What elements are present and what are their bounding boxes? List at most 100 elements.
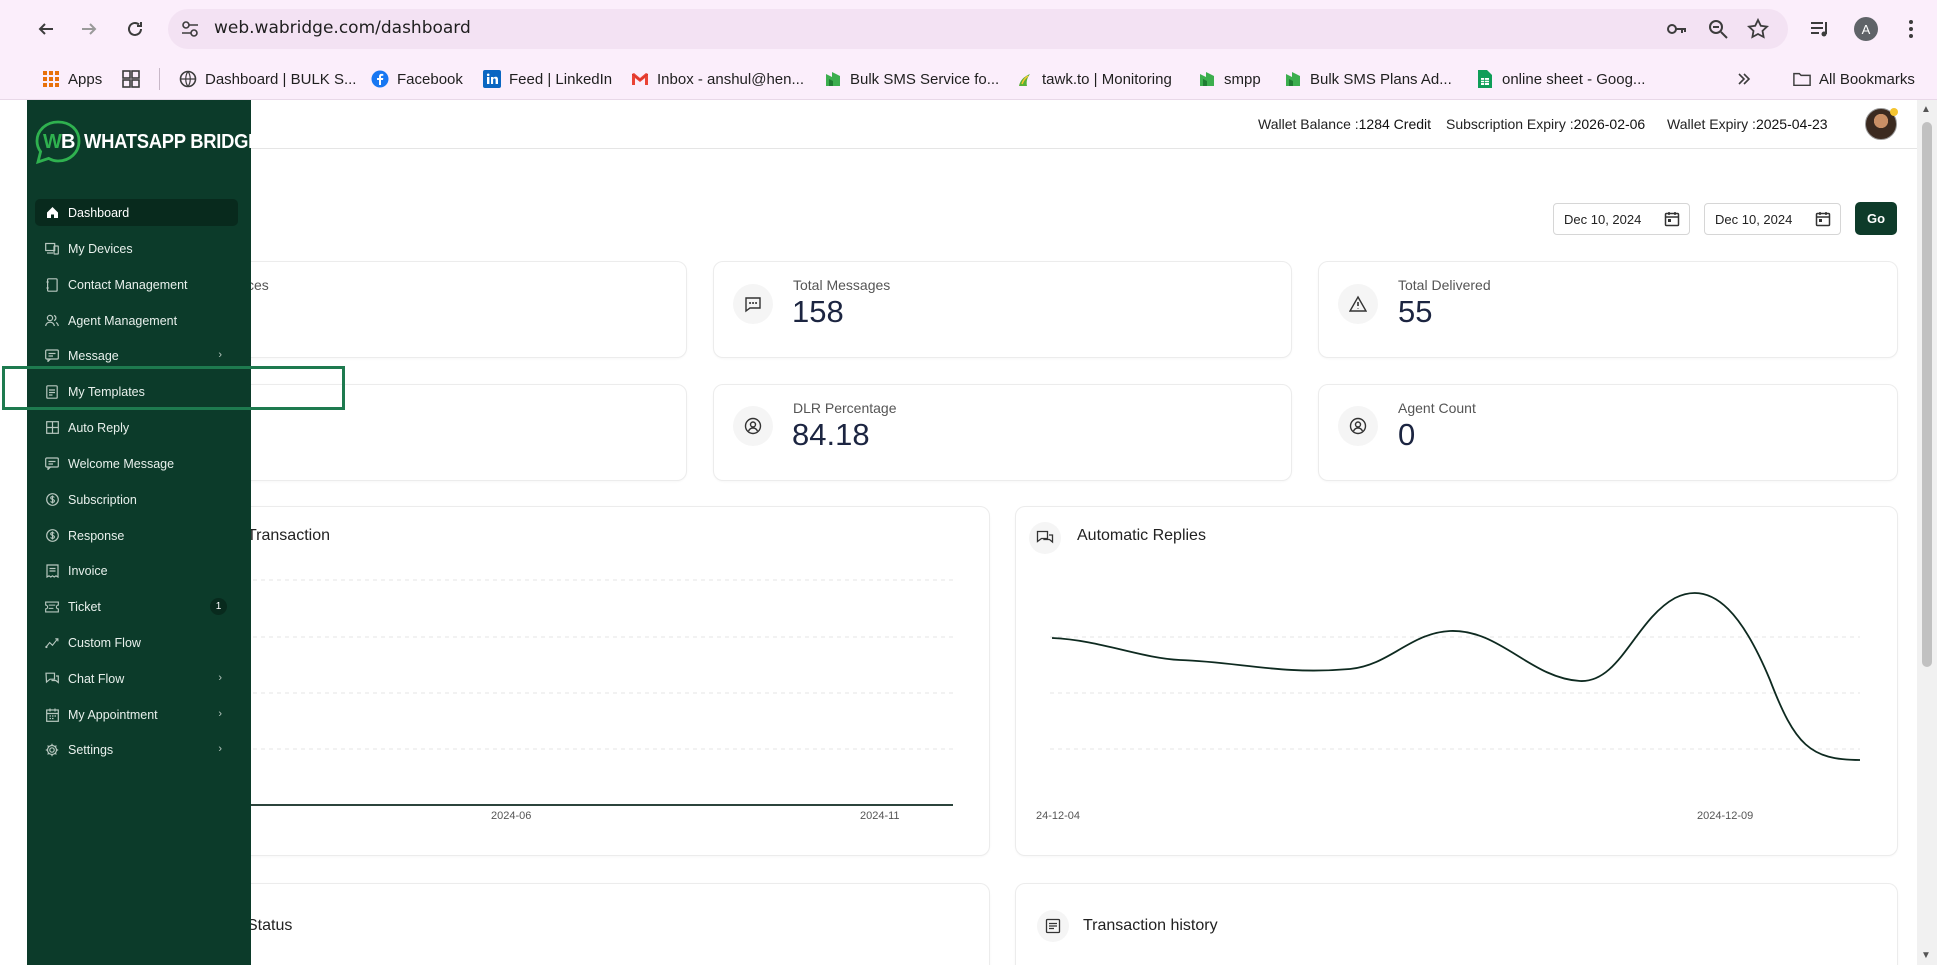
- to-date-input[interactable]: Dec 10, 2024: [1704, 203, 1841, 235]
- facebook-icon: [371, 70, 389, 88]
- password-key-icon[interactable]: [1664, 17, 1688, 41]
- sidebar: [27, 100, 251, 965]
- scroll-up-arrow[interactable]: ▲: [1921, 104, 1931, 115]
- sidebar-item-my-appointment[interactable]: My Appointment ›: [35, 701, 238, 728]
- profile-avatar[interactable]: A: [1854, 17, 1878, 41]
- apps-grid-icon: [42, 70, 60, 88]
- stat-card-total-delivered: [1318, 261, 1898, 358]
- user-circle-icon: [1338, 406, 1378, 446]
- ticket-count-badge: 1: [210, 598, 227, 615]
- address-bar[interactable]: [168, 9, 1788, 49]
- transaction-history-card: [1015, 883, 1898, 965]
- home-icon: [45, 206, 59, 220]
- invoice-icon: [45, 563, 59, 578]
- highlight-box: [2, 366, 345, 410]
- x-tick-label: 2024-06: [491, 810, 532, 822]
- sidebar-item-message[interactable]: Message ›: [35, 342, 238, 369]
- automatic-replies-chart: [1050, 592, 1861, 761]
- flow-icon: [45, 636, 59, 650]
- message-icon: [45, 457, 59, 471]
- from-date-input[interactable]: Dec 10, 2024: [1553, 203, 1690, 235]
- calendar-icon[interactable]: [1664, 211, 1680, 227]
- status-card: [150, 883, 990, 965]
- bookmark-bulk-sms-service[interactable]: Bulk SMS Service fo...: [824, 66, 999, 92]
- brand-name: WHATSAPP BRIDGE: [84, 131, 261, 153]
- sidebar-item-agent-management[interactable]: Agent Management: [35, 307, 238, 334]
- sidebar-item-dashboard[interactable]: Dashboard: [35, 199, 238, 226]
- media-queue-icon[interactable]: [1807, 16, 1833, 42]
- chevron-right-icon: ›: [218, 743, 222, 755]
- sidebar-item-response[interactable]: Response: [35, 522, 238, 549]
- bookmark-apps[interactable]: Apps: [42, 66, 102, 92]
- grid-icon: [45, 421, 59, 435]
- sidebar-item-chat-flow[interactable]: Chat Flow ›: [35, 665, 238, 692]
- zoom-icon[interactable]: [1706, 17, 1730, 41]
- linkedin-icon: [483, 70, 501, 88]
- dollar-icon: [45, 493, 59, 507]
- stat-value: 84.18: [792, 417, 870, 452]
- bookmark-online-sheet[interactable]: online sheet - Goog...: [1476, 66, 1645, 92]
- svg-text:W: W: [43, 131, 62, 153]
- reload-icon[interactable]: [118, 12, 152, 46]
- bookmarks-overflow-icon[interactable]: [1735, 66, 1761, 92]
- contact-book-icon: [45, 277, 59, 292]
- ticket-icon: [45, 600, 59, 614]
- sidebar-item-ticket[interactable]: Ticket 1: [35, 593, 238, 620]
- chevron-right-icon: ›: [218, 349, 222, 361]
- sidebar-item-welcome-message[interactable]: Welcome Message: [35, 450, 238, 477]
- calendar-icon: [45, 708, 59, 722]
- top-header: [223, 100, 1917, 149]
- subscription-expiry: Subscription Expiry :2026-02-06: [1446, 116, 1646, 132]
- sidebar-item-invoice[interactable]: Invoice: [35, 557, 238, 584]
- bookmark-facebook[interactable]: Facebook: [371, 66, 463, 92]
- globe-icon: [179, 70, 197, 88]
- transaction-chart: [245, 579, 955, 806]
- sidebar-item-my-templates[interactable]: My Templates: [35, 378, 238, 405]
- automatic-replies-card: [1015, 506, 1898, 856]
- sidebar-item-auto-reply[interactable]: Auto Reply: [35, 414, 238, 441]
- stat-label: DLR Percentage: [793, 400, 897, 416]
- sidebar-item-contact-management[interactable]: Contact Management: [35, 271, 238, 298]
- sidebar-item-my-devices[interactable]: My Devices: [35, 235, 238, 262]
- folder-icon: [1793, 70, 1811, 88]
- url-text[interactable]: web.wabridge.com/dashboard: [214, 18, 471, 38]
- dollar-icon: [45, 529, 59, 543]
- bookmark-dashboard[interactable]: Dashboard | BULK S...: [179, 66, 356, 92]
- calendar-icon[interactable]: [1815, 211, 1831, 227]
- sidebar-item-settings[interactable]: Settings ›: [35, 736, 238, 763]
- devices-icon: [45, 242, 59, 256]
- gear-icon: [45, 743, 59, 757]
- bookmark-bulk-sms-plans[interactable]: Bulk SMS Plans Ad...: [1284, 66, 1452, 92]
- x-tick-label: 24-12-04: [1036, 810, 1081, 822]
- tab-groups-icon[interactable]: [122, 66, 148, 92]
- chevron-right-icon: ›: [218, 708, 222, 720]
- stat-value: 158: [792, 294, 844, 329]
- go-button[interactable]: Go: [1855, 202, 1897, 235]
- x-tick-label: 2024-12-09: [1697, 810, 1754, 822]
- message-icon: [45, 349, 59, 363]
- all-bookmarks[interactable]: All Bookmarks: [1793, 66, 1915, 92]
- back-icon[interactable]: [29, 12, 63, 46]
- forward-icon[interactable]: [72, 12, 106, 46]
- chart-title: Automatic Replies: [1077, 527, 1206, 544]
- whatsapp-bridge-logo-icon: W B: [35, 120, 81, 165]
- scrollbar-thumb[interactable]: [1922, 122, 1932, 667]
- warning-icon: [1338, 284, 1378, 324]
- stat-value: 0: [1398, 417, 1416, 452]
- stat-label: Total Messages: [793, 277, 891, 293]
- bookmark-inbox[interactable]: Inbox - anshul@hen...: [631, 66, 804, 92]
- more-menu-icon[interactable]: [1898, 16, 1924, 42]
- bookmark-linkedin[interactable]: Feed | LinkedIn: [483, 66, 612, 92]
- scroll-down-arrow[interactable]: ▼: [1921, 950, 1931, 961]
- bookmark-separator: [159, 68, 160, 90]
- bookmarks-bar: [0, 58, 1937, 100]
- bookmark-tawkto[interactable]: tawk.to | Monitoring: [1016, 66, 1172, 92]
- brand-logo[interactable]: W B: [34, 118, 234, 168]
- sidebar-item-custom-flow[interactable]: Custom Flow: [35, 629, 238, 656]
- site-info-icon[interactable]: [180, 19, 200, 39]
- bookmark-smpp[interactable]: smpp: [1198, 66, 1261, 92]
- sidebar-item-subscription[interactable]: Subscription: [35, 486, 238, 513]
- wallet-balance: Wallet Balance :1284 Credit: [1258, 116, 1432, 132]
- bookmark-star-icon[interactable]: [1746, 17, 1770, 41]
- chat-bubble-icon: [733, 284, 773, 324]
